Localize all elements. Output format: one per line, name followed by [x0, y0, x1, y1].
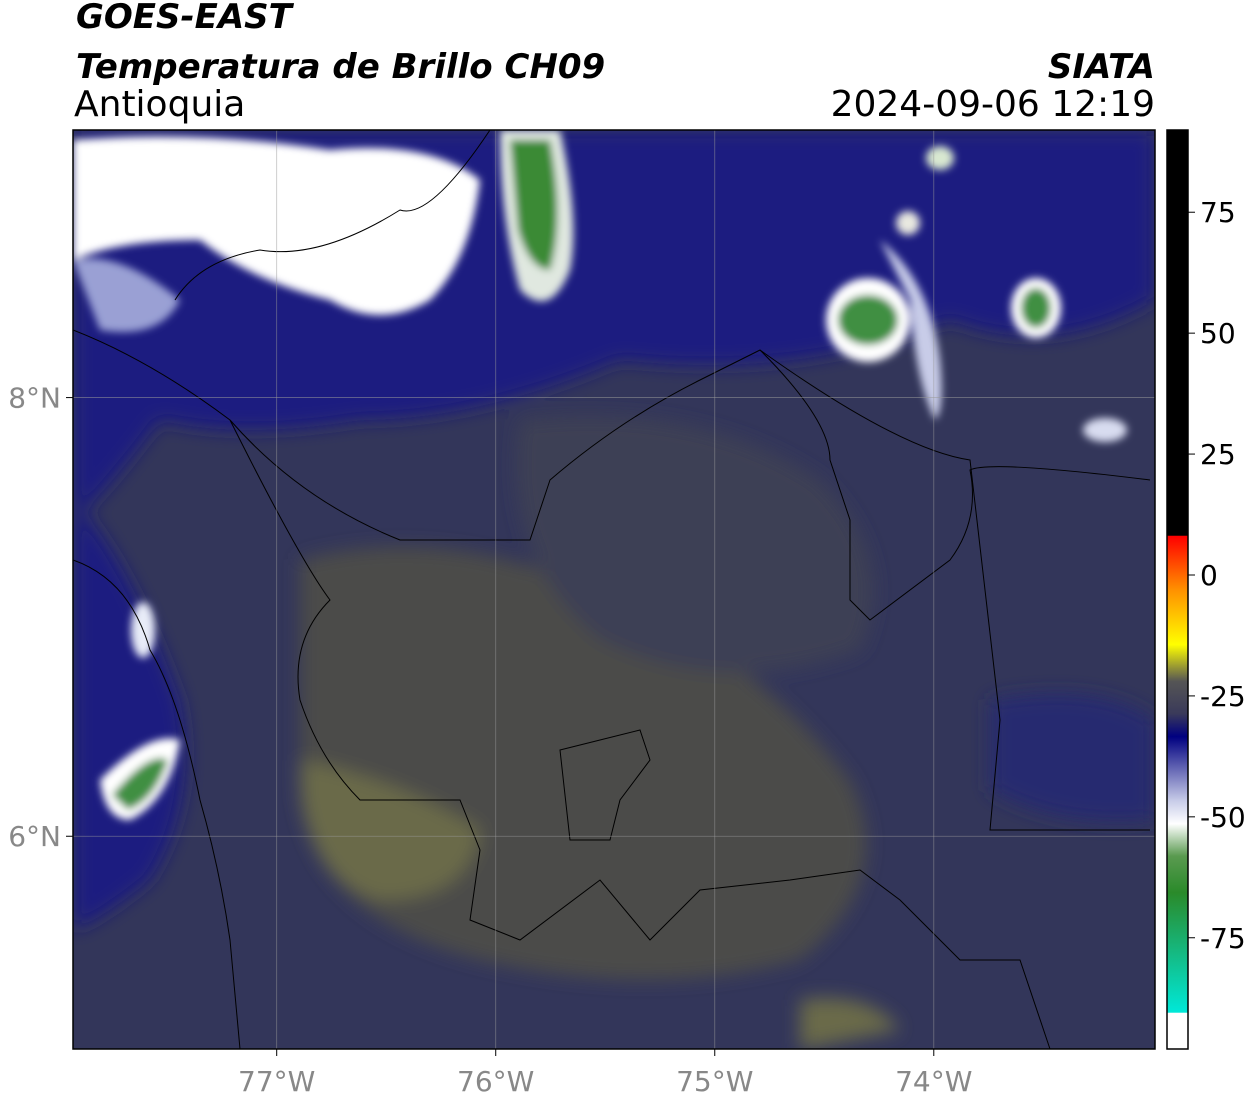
grid — [73, 130, 1155, 1049]
x-tick-label: 76°W — [457, 1065, 534, 1098]
colorbar-tick-label: 0 — [1200, 559, 1218, 592]
colorbar-tick-label: -75 — [1200, 922, 1246, 955]
source: SIATA — [1048, 47, 1155, 87]
ticks: 77°W 76°W 75°W 74°W 8°N 6°N 75 50 25 0 -25 -50 -75 — [8, 196, 1246, 1098]
colorbar-tick-label: 75 — [1200, 196, 1236, 229]
y-tick-label: 6°N — [8, 820, 61, 853]
colorbar-tick-label: -50 — [1200, 801, 1246, 834]
y-tick-label: 8°N — [8, 382, 61, 415]
map-frame — [72, 129, 1156, 1050]
map-image — [73, 130, 1155, 1049]
x-tick-label: 74°W — [895, 1065, 972, 1098]
colorbar-tick-label: -25 — [1200, 680, 1246, 713]
colorbar-tick-label: 25 — [1200, 438, 1236, 471]
subtitle: Temperatura de Brillo CH09 — [76, 47, 605, 87]
region: Antioquia — [74, 84, 245, 125]
colorbar — [1166, 129, 1189, 1050]
datetime: 2024-09-06 12:19 — [831, 84, 1155, 125]
title: GOES-EAST — [76, 0, 295, 37]
x-tick-label: 77°W — [238, 1065, 315, 1098]
colorbar-tick-label: 50 — [1200, 317, 1236, 350]
x-tick-label: 75°W — [676, 1065, 753, 1098]
